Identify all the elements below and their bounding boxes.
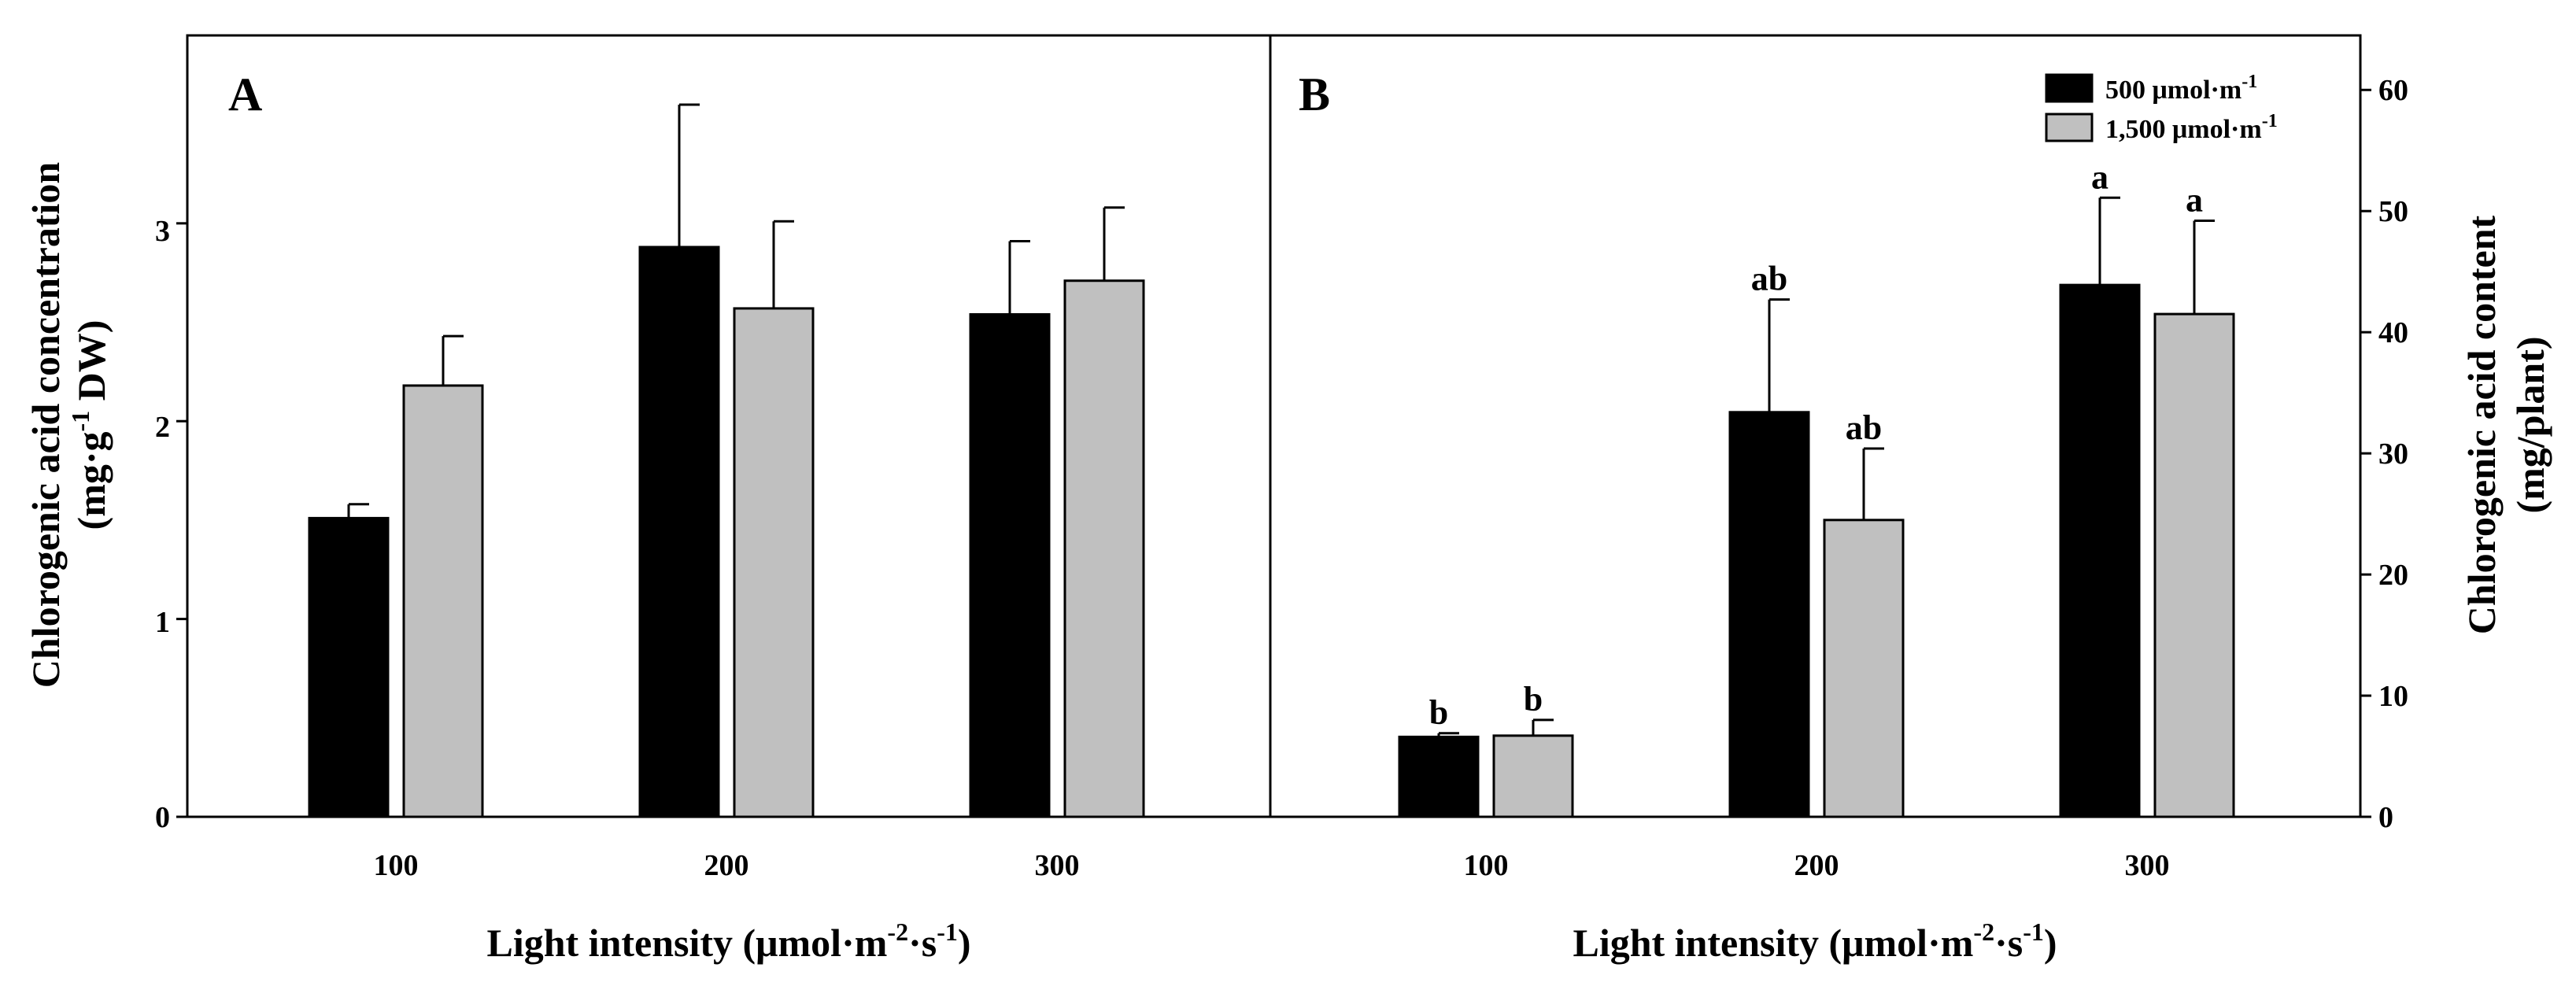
bar-panel-b-200-series2: [1823, 519, 1905, 818]
y-tick-label: 10: [2378, 680, 2408, 713]
legend-swatch-1500: [2045, 113, 2094, 142]
y-tick-label: 3: [155, 215, 170, 248]
right-y-axis-title: Chlorogenic acid content: [2460, 215, 2504, 634]
bar-panel-b-100-series2: [1492, 734, 1574, 818]
y-tick-label: 2: [155, 411, 170, 444]
bar-panel-a-200-series1: [638, 246, 720, 818]
significance-letter: b: [1524, 680, 1543, 718]
bar-panel-a-100-series2: [402, 384, 484, 818]
left-y-axis-title-units: (mg·g-1 DW): [66, 320, 113, 530]
legend-label-1500: 1,500 μmol·m-1: [2105, 111, 2278, 144]
x-axis-title-b: Light intensity (μmol·m-2·s-1): [1573, 918, 2057, 965]
panel-b-frame: [1269, 34, 2362, 818]
significance-letter: a: [2091, 157, 2108, 196]
bar-panel-a-200-series2: [733, 307, 815, 818]
y-tick-label: 0: [2378, 801, 2393, 834]
right-y-axis-title-units: (mg/plant): [2508, 337, 2552, 514]
bar-panel-a-100-series1: [308, 516, 390, 818]
x-tick-label: 200: [1794, 849, 1839, 882]
legend-label-500: 500 μmol·m-1: [2105, 72, 2257, 105]
panel-b-letter: B: [1299, 68, 1330, 120]
y-tick-label: 20: [2378, 559, 2408, 592]
bar-panel-b-300-series2: [2153, 312, 2235, 818]
x-tick-labels: 100 200 300 100 200 300: [374, 849, 2170, 882]
bar-panel-a-300-series1: [969, 312, 1051, 818]
y-tick-label: 50: [2378, 195, 2408, 228]
x-tick-label: 300: [2125, 849, 2170, 882]
panel-a-letter: A: [228, 68, 262, 120]
tick-marks: [176, 88, 2371, 818]
bars: b b ab ab a a: [308, 103, 2235, 818]
x-tick-label: 200: [704, 849, 749, 882]
bar-panel-b-300-series1: [2059, 283, 2141, 818]
y-tick-label: 40: [2378, 316, 2408, 349]
bar-panel-b-200-series1: [1728, 411, 1810, 818]
significance-letter: ab: [1846, 408, 1882, 447]
significance-letter: b: [1429, 693, 1448, 732]
panel-b-y-ticks: 0 10 20 30 40 50 60: [2378, 74, 2408, 834]
y-tick-label: 0: [155, 801, 170, 834]
y-tick-label: 1: [155, 606, 170, 639]
y-tick-label: 60: [2378, 74, 2408, 107]
panel-a-y-ticks: 0 1 2 3: [155, 215, 170, 834]
legend-swatch-500: [2045, 73, 2094, 103]
bar-panel-b-100-series1: [1398, 735, 1480, 818]
legend: 500 μmol·m-1 1,500 μmol·m-1: [2045, 72, 2278, 144]
x-tick-label: 300: [1035, 849, 1080, 882]
x-tick-label: 100: [1464, 849, 1509, 882]
bar-panel-a-300-series2: [1063, 279, 1145, 818]
left-y-axis-title: Chlorogenic acid concentration: [24, 162, 68, 689]
x-tick-label: 100: [374, 849, 419, 882]
significance-letter: a: [2186, 181, 2203, 220]
x-axis-title-a: Light intensity (μmol·m-2·s-1): [486, 918, 970, 965]
significance-letter: ab: [1751, 260, 1787, 298]
y-tick-label: 30: [2378, 438, 2408, 471]
